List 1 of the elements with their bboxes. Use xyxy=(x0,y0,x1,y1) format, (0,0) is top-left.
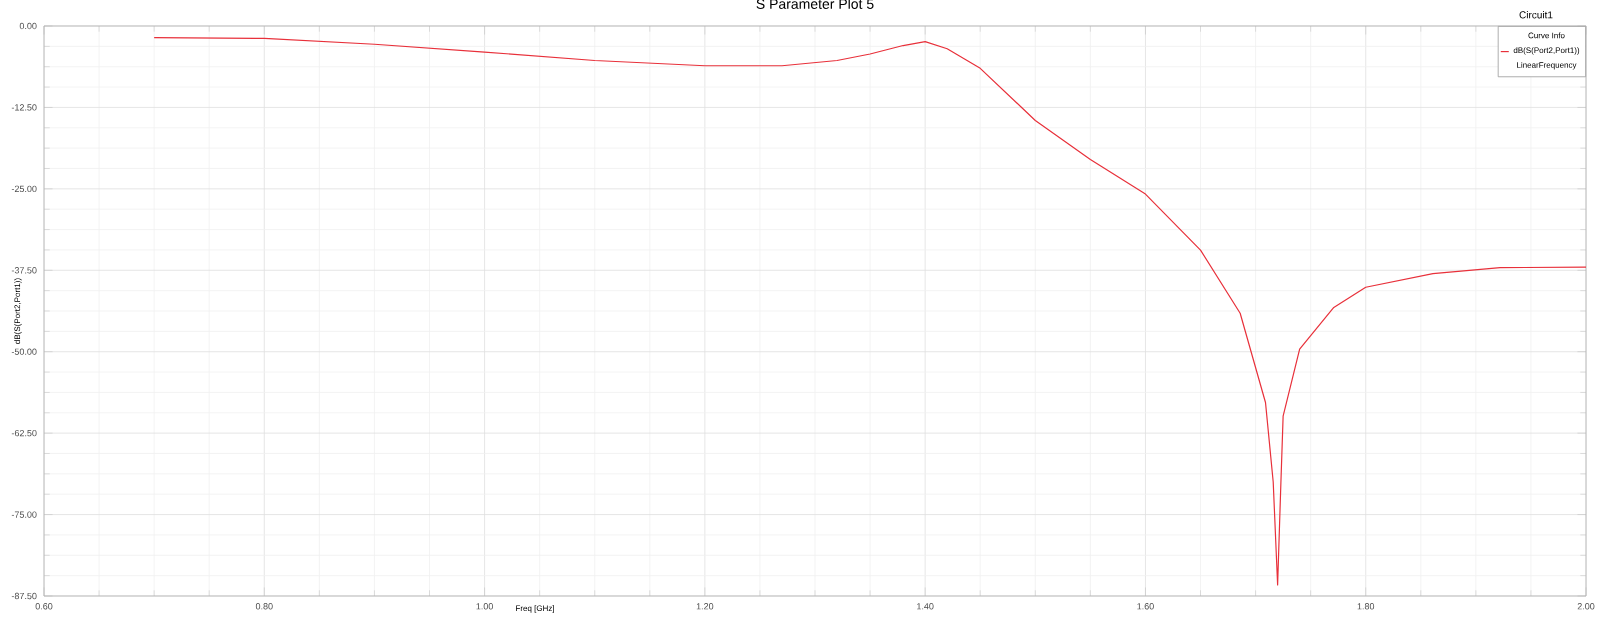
line-series xyxy=(153,37,1587,586)
